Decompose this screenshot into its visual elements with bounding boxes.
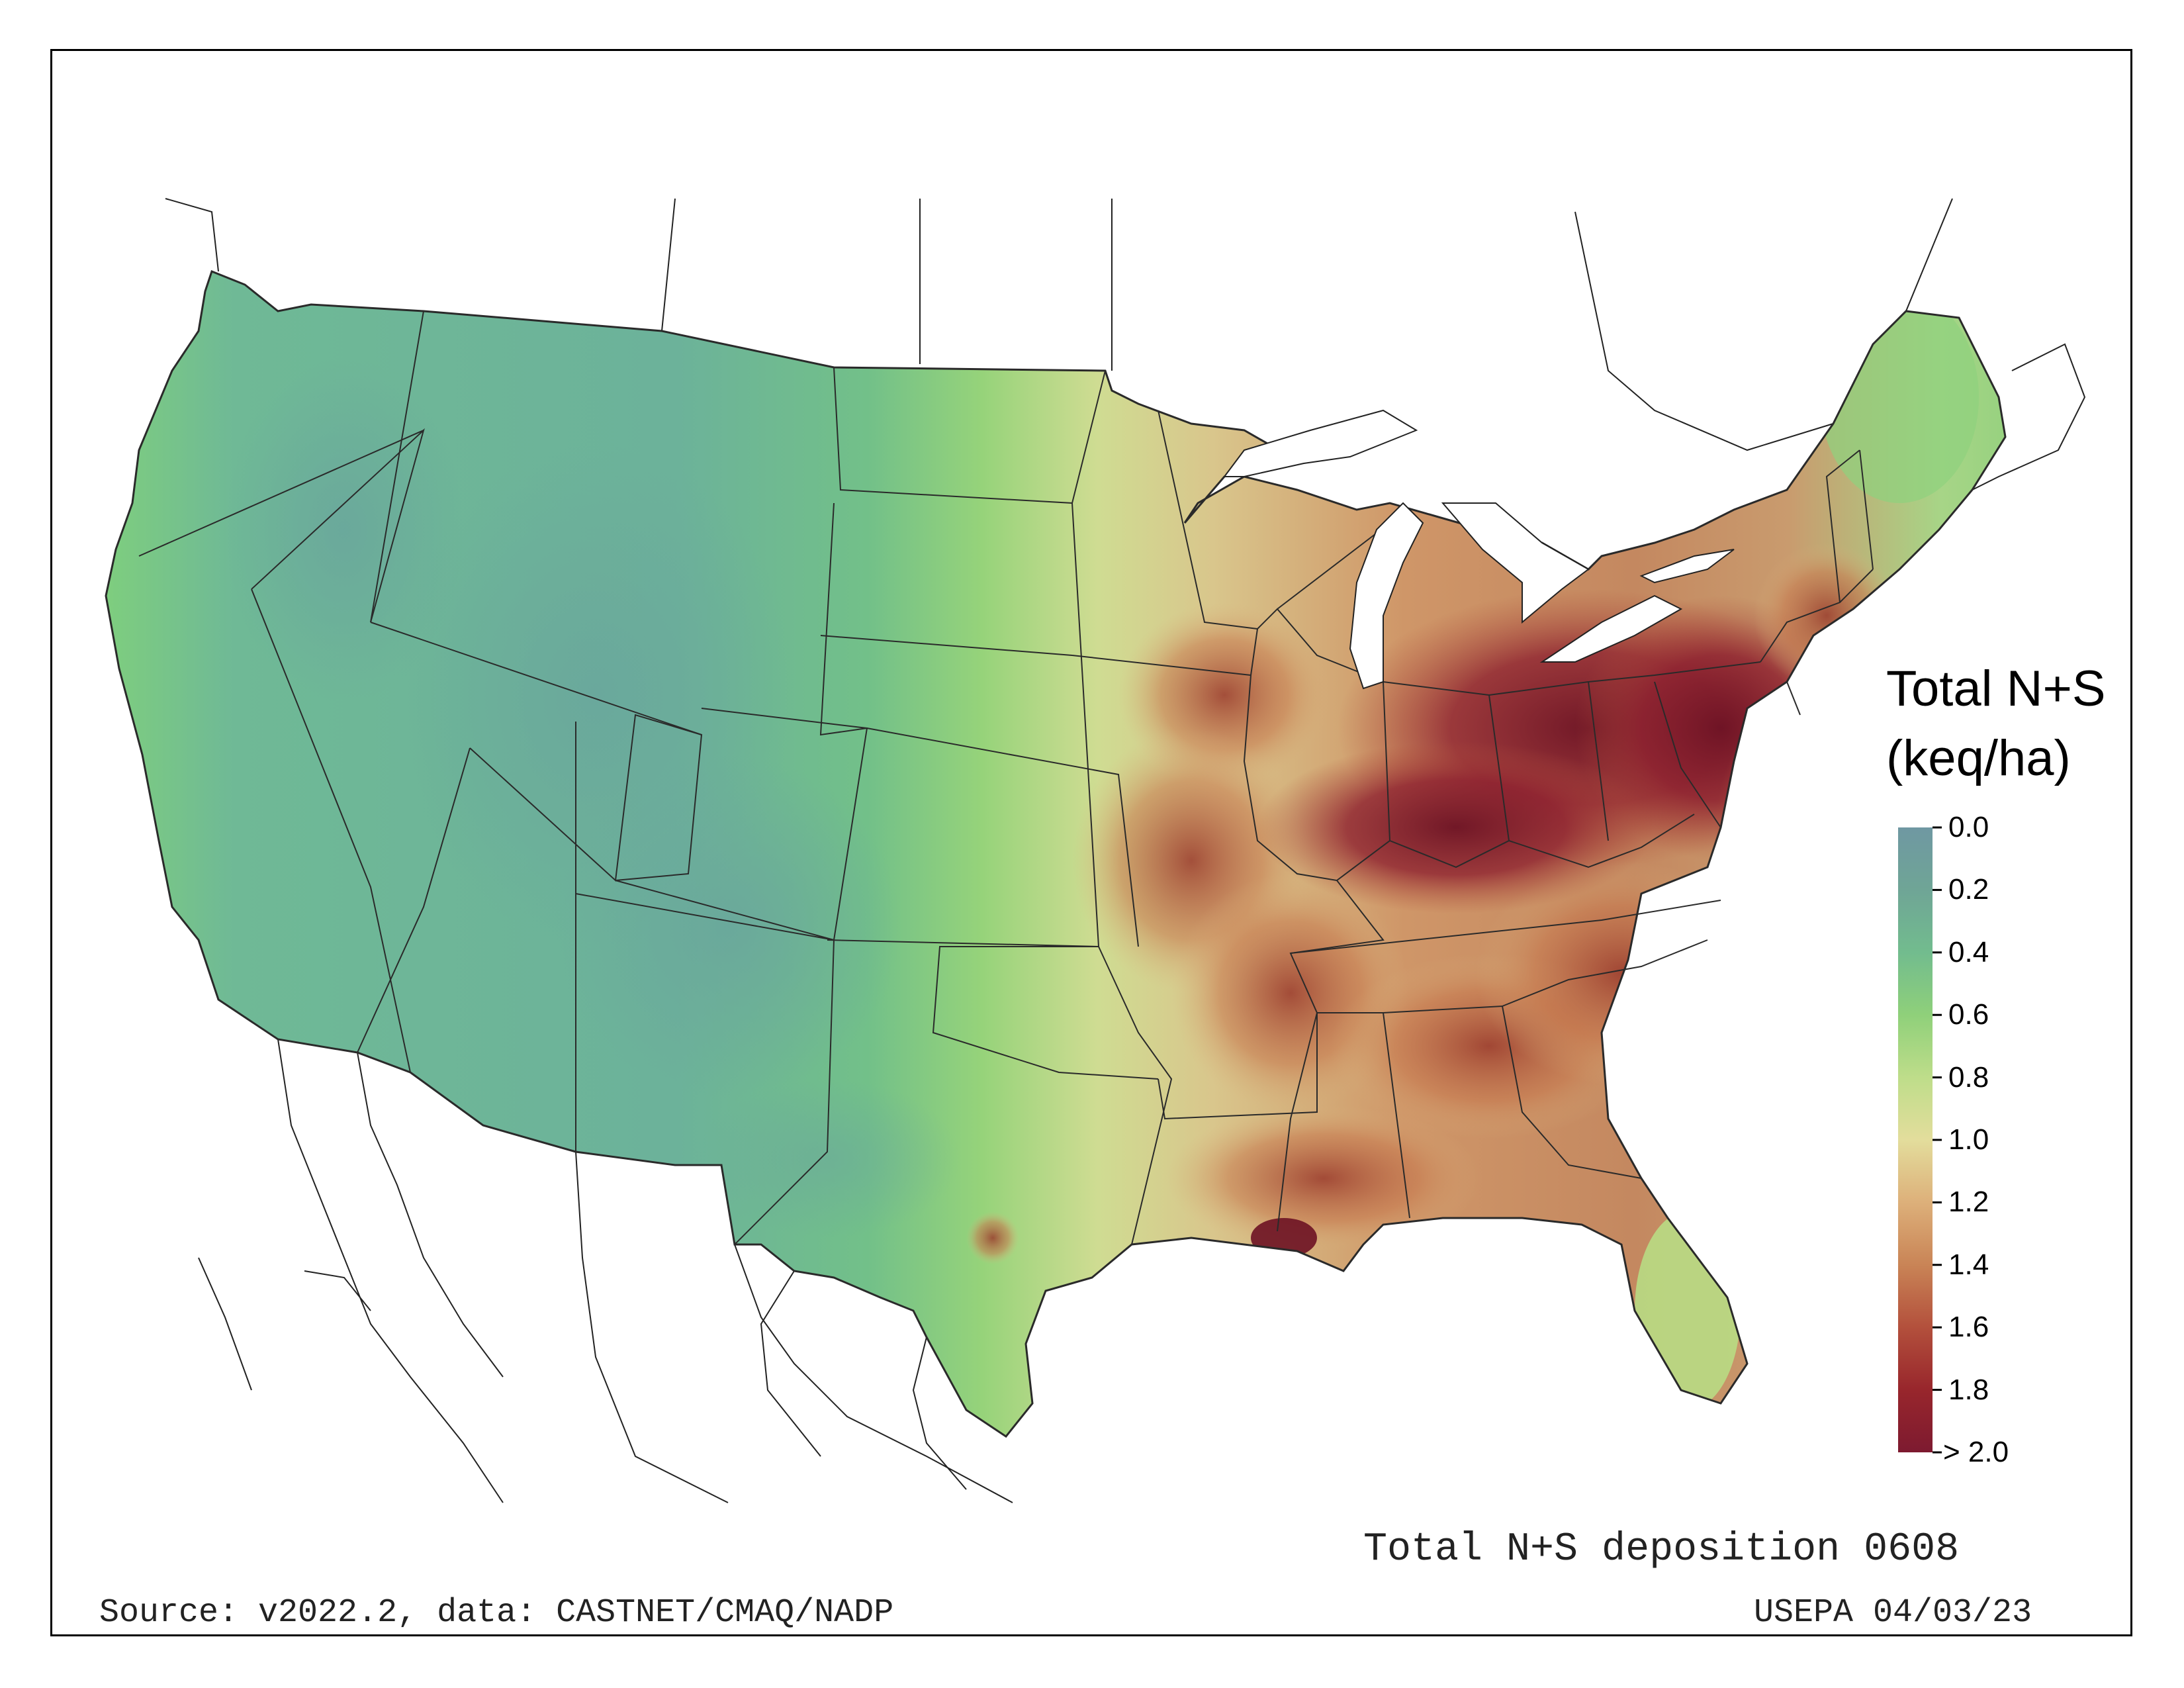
legend-tick-label: 0.6 bbox=[1948, 998, 1989, 1031]
neighbor-outlines bbox=[165, 198, 2086, 1503]
map-frame bbox=[50, 49, 2132, 1636]
legend-tick-label: 0.2 bbox=[1948, 873, 1989, 906]
legend-color-bar bbox=[1898, 827, 1933, 1452]
source-text: Source: v2022.2, data: CASTNET/CMAQ/NADP bbox=[99, 1594, 894, 1632]
legend-tick-label: 0.4 bbox=[1948, 935, 1989, 968]
legend-title-line1: Total N+S bbox=[1886, 661, 2106, 717]
legend-ticks bbox=[1933, 826, 1942, 1454]
legend-tick-label: 1.8 bbox=[1948, 1373, 1989, 1406]
legend-tick-label: 0.8 bbox=[1948, 1060, 1989, 1094]
legend-tick-label: > 2.0 bbox=[1943, 1436, 2009, 1468]
state-boundaries bbox=[105, 270, 2007, 1438]
great-lakes bbox=[1223, 409, 1735, 690]
legend-tick-label: 1.6 bbox=[1948, 1311, 1989, 1344]
map-title: Total N+S deposition 0608 bbox=[1363, 1527, 1960, 1572]
legend-tick-label: 0.0 bbox=[1948, 811, 1989, 843]
legend-tick-label: 1.0 bbox=[1948, 1123, 1989, 1156]
legend-tick-label: 1.2 bbox=[1948, 1186, 1989, 1219]
legend-title-line2: (keq/ha) bbox=[1886, 730, 2071, 786]
legend-tick-label: 1.4 bbox=[1948, 1248, 1989, 1281]
agency-text: USEPA 04/03/23 bbox=[1754, 1594, 2032, 1632]
